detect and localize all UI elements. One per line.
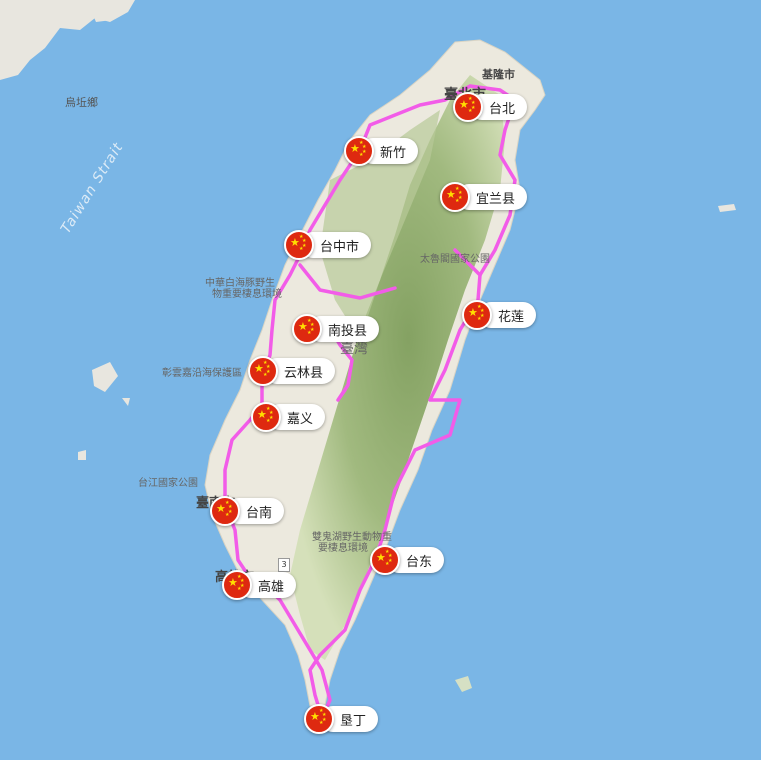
place-label-wetland-1: 中華白海豚野生 [205, 278, 275, 289]
central-mountain-range [290, 75, 505, 660]
china-flag-icon: ★ ★ ★ ★ ★ [222, 570, 252, 600]
china-flag-icon: ★ ★ ★ ★ ★ [453, 92, 483, 122]
china-flag-icon: ★ ★ ★ ★ ★ [462, 300, 492, 330]
china-flag-icon: ★ ★ ★ ★ ★ [440, 182, 470, 212]
marker-yunlin[interactable]: ★ ★ ★ ★ ★ 云林县 [248, 356, 336, 386]
place-label-taijiang: 台江國家公園 [138, 478, 198, 489]
marker-taitung[interactable]: ★ ★ ★ ★ ★ 台东 [370, 545, 445, 575]
marker-chiayi[interactable]: ★ ★ ★ ★ ★ 嘉义 [251, 402, 326, 432]
place-label-taroko: 太魯閣國家公園 [420, 254, 490, 265]
place-label-keelung: 基隆市 [482, 68, 515, 81]
china-flag-icon: ★ ★ ★ ★ ★ [292, 314, 322, 344]
marker-nantou[interactable]: ★ ★ ★ ★ ★ 南投县 [292, 314, 380, 344]
foothills [320, 110, 440, 340]
place-label-wetland-2: 物重要棲息環境 [212, 289, 282, 300]
marker-hualien[interactable]: ★ ★ ★ ★ ★ 花莲 [462, 300, 537, 330]
penghu-islands [78, 362, 130, 460]
place-label-wildlife-2: 要棲息環境 [318, 543, 368, 554]
mainland-coast [0, 0, 135, 80]
place-label-wuqiu: 烏坵鄉 [65, 96, 98, 109]
place-label-coast: 彰雲嘉沿海保護區 [162, 368, 242, 379]
island-small [90, 6, 112, 22]
china-flag-icon: ★ ★ ★ ★ ★ [370, 545, 400, 575]
china-flag-icon: ★ ★ ★ ★ ★ [284, 230, 314, 260]
turtle-island [718, 204, 736, 212]
china-flag-icon: ★ ★ ★ ★ ★ [304, 704, 334, 734]
marker-hsinchu[interactable]: ★ ★ ★ ★ ★ 新竹 [344, 136, 419, 166]
marker-kaohsiung[interactable]: ★ ★ ★ ★ ★ 高雄 [222, 570, 297, 600]
china-flag-icon: ★ ★ ★ ★ ★ [251, 402, 281, 432]
marker-taichung[interactable]: ★ ★ ★ ★ ★ 台中市 [284, 230, 372, 260]
china-flag-icon: ★ ★ ★ ★ ★ [210, 496, 240, 526]
marker-yilan[interactable]: ★ ★ ★ ★ ★ 宜兰县 [440, 182, 528, 212]
marker-tainan[interactable]: ★ ★ ★ ★ ★ 台南 [210, 496, 285, 526]
marker-kenting[interactable]: ★ ★ ★ ★ ★ 垦丁 [304, 704, 379, 734]
china-flag-icon: ★ ★ ★ ★ ★ [248, 356, 278, 386]
road-shield: 3 [278, 558, 290, 572]
green-island [455, 676, 472, 692]
china-flag-icon: ★ ★ ★ ★ ★ [344, 136, 374, 166]
place-label-wildlife-1: 雙鬼湖野生動物重 [312, 532, 392, 543]
place-label-taiwan: 臺灣 [340, 341, 368, 357]
marker-taipei[interactable]: ★ ★ ★ ★ ★ 台北 [453, 92, 528, 122]
